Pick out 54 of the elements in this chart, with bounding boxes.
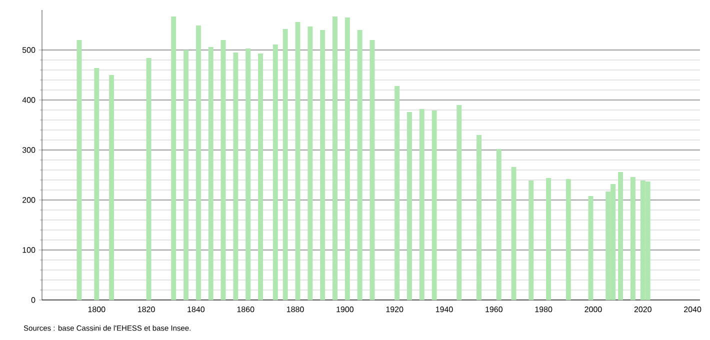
bar bbox=[233, 52, 238, 300]
x-tick-label: 2020 bbox=[634, 306, 652, 312]
bar bbox=[407, 112, 412, 300]
bar bbox=[344, 17, 350, 300]
x-tick-label: 2000 bbox=[584, 306, 602, 312]
bar bbox=[320, 30, 326, 300]
bar bbox=[357, 30, 362, 300]
bar bbox=[528, 180, 534, 300]
x-tick-label: 1960 bbox=[486, 306, 502, 312]
bar bbox=[588, 196, 594, 300]
y-tick-label: 300 bbox=[22, 147, 36, 153]
bar bbox=[618, 172, 624, 300]
x-tick-label: 1900 bbox=[336, 306, 354, 312]
bar bbox=[109, 74, 114, 300]
bar bbox=[432, 110, 437, 300]
y-tick-label: 200 bbox=[22, 197, 36, 203]
bar bbox=[566, 178, 571, 300]
bar bbox=[246, 48, 251, 300]
bar bbox=[184, 50, 189, 300]
x-tick-label: 1840 bbox=[188, 306, 205, 312]
bar bbox=[196, 25, 201, 300]
bar bbox=[511, 166, 516, 300]
bar bbox=[546, 178, 552, 300]
x-tick-label: 1940 bbox=[436, 306, 453, 312]
bar bbox=[456, 104, 462, 300]
bar bbox=[258, 53, 263, 300]
bar bbox=[272, 44, 278, 300]
bar bbox=[419, 108, 424, 300]
bar bbox=[208, 46, 214, 300]
bar bbox=[332, 16, 338, 300]
bar bbox=[308, 26, 313, 300]
x-tick-label: 2040 bbox=[684, 306, 702, 312]
bar bbox=[94, 68, 100, 300]
x-tick-label: 1860 bbox=[237, 306, 254, 312]
x-tick-label: 1800 bbox=[88, 306, 106, 312]
bar bbox=[394, 86, 400, 300]
y-tick-label: 0 bbox=[31, 297, 36, 303]
x-tick-label: 1920 bbox=[386, 306, 404, 312]
bar bbox=[295, 22, 300, 300]
bar bbox=[370, 40, 375, 300]
y-tick-label: 100 bbox=[22, 247, 36, 253]
x-tick-label: 1980 bbox=[535, 306, 552, 312]
y-tick-label: 400 bbox=[22, 97, 36, 103]
bar bbox=[476, 134, 482, 300]
x-tick-label: 1820 bbox=[138, 306, 155, 312]
bar bbox=[282, 28, 288, 300]
bar bbox=[220, 40, 226, 300]
bar bbox=[171, 16, 176, 300]
y-tick-label: 500 bbox=[22, 47, 36, 53]
bar bbox=[496, 148, 502, 300]
bar bbox=[76, 40, 82, 300]
bar bbox=[630, 176, 636, 300]
x-tick-label: 1880 bbox=[286, 306, 304, 312]
bar bbox=[146, 58, 152, 300]
